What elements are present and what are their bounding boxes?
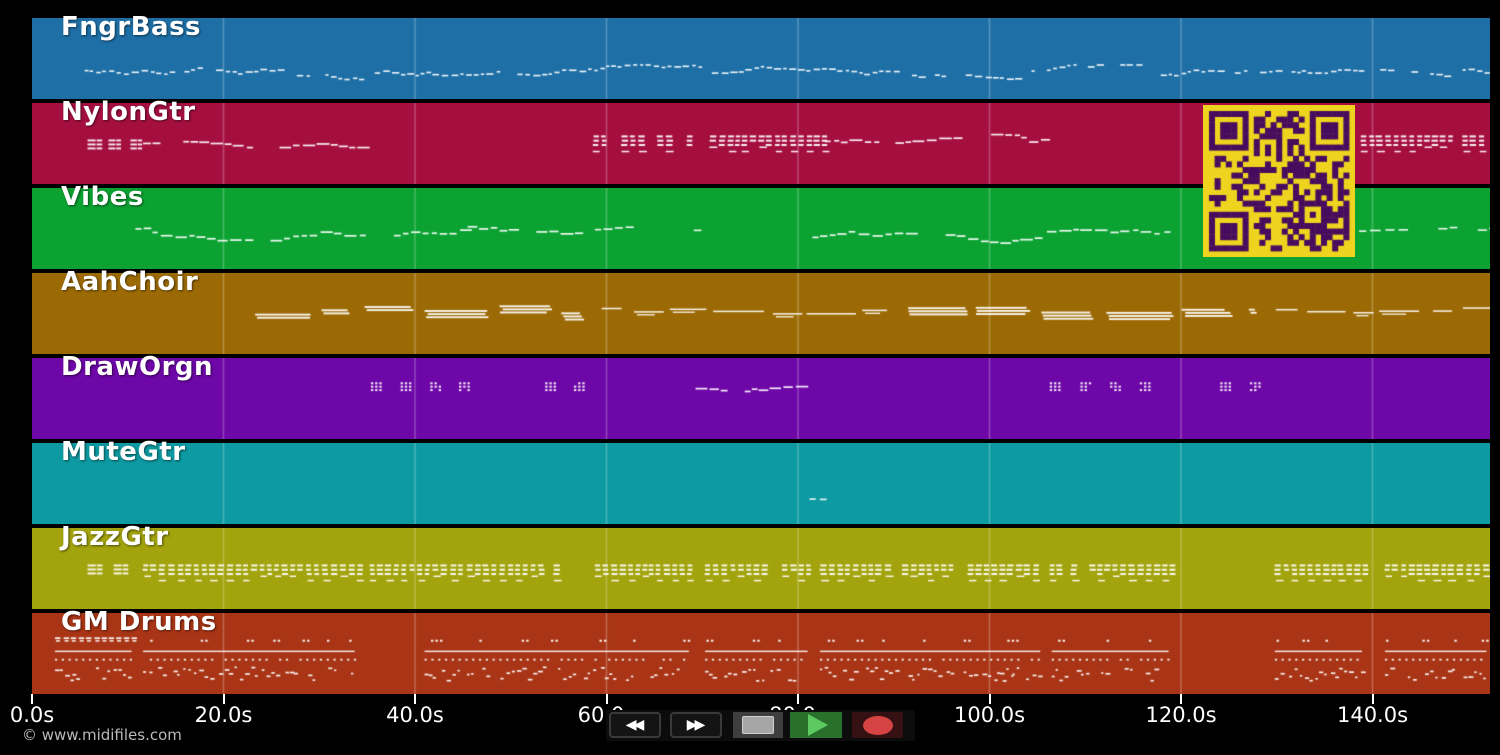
axis-tick: [1180, 694, 1182, 704]
axis-tick-label: 0.0s: [9, 703, 55, 727]
track-label: AahChoir: [61, 267, 199, 297]
track-band-fngrbass: FngrBass: [32, 12, 1490, 99]
track-band-aahchoir: AahChoir: [32, 267, 1490, 354]
track-label: JazzGtr: [61, 522, 169, 552]
axis-tick: [797, 694, 799, 704]
track-notes-canvas: [32, 613, 1490, 694]
rewind-icon: ◀◀: [625, 717, 644, 733]
rewind-button[interactable]: ◀◀: [609, 712, 661, 738]
copyright-text: © www.midifiles.com: [22, 726, 182, 744]
axis-tick-label: 40.0s: [386, 703, 444, 727]
track-band-draworgn: DrawOrgn: [32, 352, 1490, 439]
qr-code: [1203, 105, 1355, 257]
record-button[interactable]: [852, 712, 903, 738]
track-label: FngrBass: [61, 12, 202, 42]
track-notes-canvas: [32, 528, 1490, 609]
axis-tick: [988, 694, 991, 704]
track-label: GM Drums: [61, 607, 217, 637]
play-button[interactable]: [790, 712, 842, 738]
track-notes-canvas: [32, 273, 1490, 354]
track-band-gmdrums: GM Drums: [32, 607, 1490, 694]
play-icon: [808, 714, 828, 736]
axis-tick: [1371, 694, 1374, 704]
transport-controls: ◀◀ ▶▶: [606, 710, 915, 741]
axis-tick: [414, 694, 416, 704]
track-label: Vibes: [61, 182, 144, 212]
track-label: DrawOrgn: [61, 352, 214, 382]
stop-icon: [742, 716, 774, 734]
track-label: NylonGtr: [61, 97, 196, 127]
track-notes-canvas: [32, 18, 1490, 99]
axis-tick: [31, 694, 33, 704]
axis-tick: [222, 694, 225, 704]
axis-tick-label: 140.0s: [1336, 703, 1409, 727]
axis-tick-label: 20.0s: [194, 703, 253, 727]
track-label: MuteGtr: [61, 437, 186, 467]
axis-tick-label: 120.0s: [1145, 703, 1217, 727]
axis-tick: [605, 694, 608, 704]
fast-forward-button[interactable]: ▶▶: [670, 712, 722, 738]
stop-button[interactable]: [733, 712, 783, 738]
fast-forward-icon: ▶▶: [686, 717, 705, 733]
track-band-mutegtr: MuteGtr: [32, 437, 1490, 524]
track-band-jazzgtr: JazzGtr: [32, 522, 1490, 609]
track-notes-canvas: [32, 443, 1490, 524]
record-icon: [862, 715, 893, 735]
track-notes-canvas: [32, 358, 1490, 439]
axis-tick-label: 100.0s: [953, 703, 1026, 727]
